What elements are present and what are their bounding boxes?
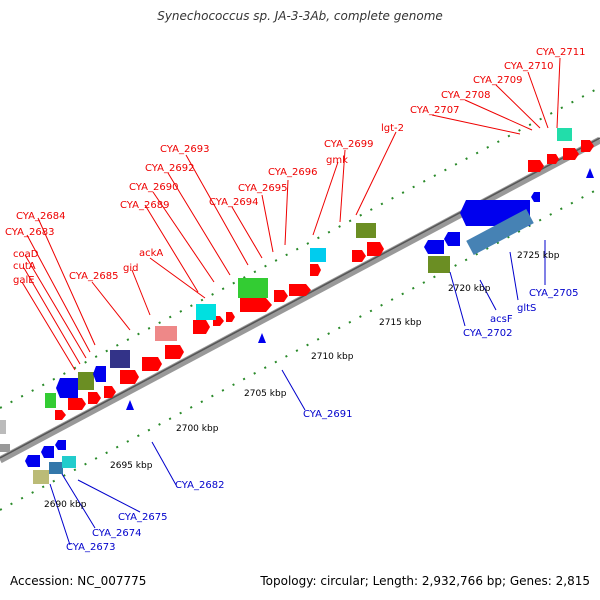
bottom-callouts bbox=[49, 240, 546, 546]
gene-label: CYA_2675 bbox=[118, 512, 167, 523]
gene-label: CYA_2707 bbox=[410, 105, 459, 116]
gene-label: CYA_2691 bbox=[303, 409, 352, 420]
gene-label: CYA_2696 bbox=[268, 167, 317, 178]
tick-label: 2715 kbp bbox=[379, 318, 422, 328]
gene-label: ackA bbox=[139, 248, 163, 259]
gene-label: CYA_2682 bbox=[175, 480, 224, 491]
genome-backbone bbox=[0, 136, 600, 464]
gene-label: CYA_2710 bbox=[504, 61, 553, 72]
tick-label: 2705 kbp bbox=[244, 389, 287, 399]
tick-label: 2695 kbp bbox=[110, 461, 153, 471]
gene-label: CYA_2690 bbox=[129, 182, 178, 193]
gene-label: cutA bbox=[13, 261, 36, 272]
gene-label: CYA_2693 bbox=[160, 144, 209, 155]
accession-text: Accession: NC_007775 bbox=[10, 574, 147, 588]
gene-label: CYA_2674 bbox=[92, 528, 141, 539]
kbp-ticks: 2690 kbp 2695 kbp 2700 kbp 2705 kbp 2710… bbox=[44, 251, 560, 510]
gene-label: gltS bbox=[517, 303, 536, 314]
gene-label: coaD bbox=[13, 249, 39, 260]
gene-label: gid bbox=[123, 263, 138, 274]
gene-label: CYA_2694 bbox=[209, 197, 258, 208]
reverse-genes bbox=[0, 192, 540, 484]
tick-label: 2690 kbp bbox=[44, 500, 87, 510]
gene-label: CYA_2684 bbox=[16, 211, 65, 222]
tick-label: 2700 kbp bbox=[176, 424, 219, 434]
gene-label: acsF bbox=[490, 314, 513, 325]
gene-label: CYA_2702 bbox=[463, 328, 512, 339]
gene-label: CYA_2709 bbox=[473, 75, 522, 86]
top-callouts bbox=[21, 57, 561, 371]
top-labels: CYA_2711 CYA_2710 CYA_2709 CYA_2708 CYA_… bbox=[5, 47, 585, 286]
forward-genes bbox=[45, 128, 594, 420]
gene-label: CYA_2689 bbox=[120, 200, 169, 211]
gene-label: CYA_2705 bbox=[529, 288, 578, 299]
dotted-guides bbox=[0, 89, 600, 511]
bottom-labels: CYA_2705 gltS acsF CYA_2702 CYA_2691 CYA… bbox=[66, 288, 578, 553]
tick-label: 2720 kbp bbox=[448, 284, 491, 294]
gene-label: CYA_2683 bbox=[5, 227, 54, 238]
gene-label: CYA_2692 bbox=[145, 163, 194, 174]
tick-label: 2725 kbp bbox=[517, 251, 560, 261]
gene-label: galE bbox=[13, 275, 35, 286]
gene-label: CYA_2708 bbox=[441, 90, 490, 101]
map-title: Synechococcus sp. JA-3-3Ab, complete gen… bbox=[157, 9, 443, 23]
gene-label: CYA_2685 bbox=[69, 271, 118, 282]
gene-label: gmk bbox=[326, 155, 348, 166]
gene-label: CYA_2695 bbox=[238, 183, 287, 194]
genome-summary: Topology: circular; Length: 2,932,766 bp… bbox=[260, 574, 590, 588]
gene-label: CYA_2711 bbox=[536, 47, 585, 58]
gene-label: CYA_2673 bbox=[66, 542, 115, 553]
gene-label: CYA_2699 bbox=[324, 139, 373, 150]
gene-label: lgt-2 bbox=[381, 123, 404, 134]
tick-label: 2710 kbp bbox=[311, 352, 354, 362]
